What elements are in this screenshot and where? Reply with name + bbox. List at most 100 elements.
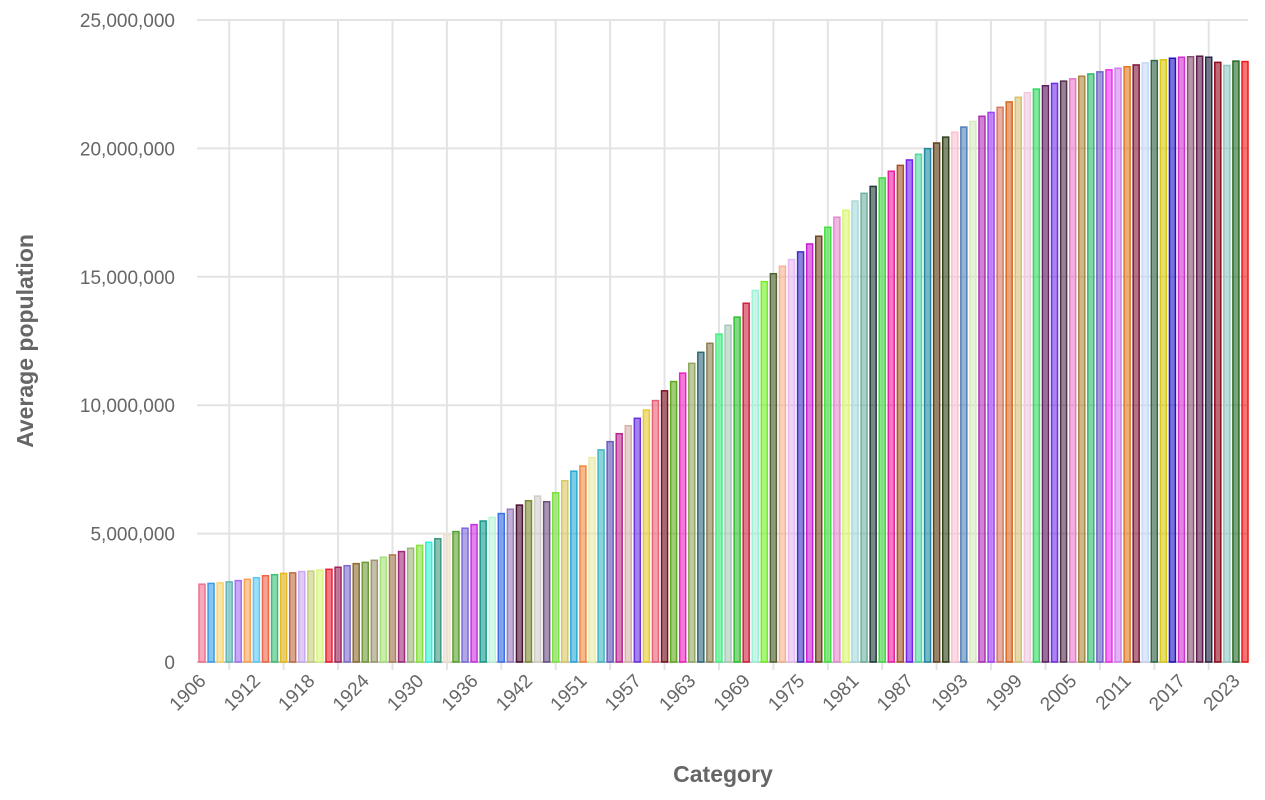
bar-1951	[579, 465, 587, 663]
bar-1990	[932, 142, 941, 663]
bar-1998	[1005, 101, 1013, 663]
bar-2021	[1214, 61, 1222, 663]
bar-1935	[461, 527, 469, 663]
y-tick-label: 5,000,000	[90, 525, 175, 546]
bar-1996	[987, 111, 995, 663]
bar-1920	[325, 568, 333, 663]
bar-1991	[941, 136, 950, 663]
bar-1959	[651, 399, 660, 663]
bar-1923	[352, 562, 360, 663]
bar-2024	[1241, 60, 1249, 663]
bar-1912	[252, 577, 261, 663]
x-tick-label: 1906	[166, 671, 211, 716]
bar-2019	[1195, 55, 1204, 663]
bar-1974	[787, 258, 796, 663]
x-tick-label: 1969	[710, 671, 755, 716]
bar-1972	[769, 272, 778, 663]
bar-1960	[660, 390, 669, 663]
bar-1946	[542, 501, 551, 663]
y-tick-label: 15,000,000	[80, 268, 175, 289]
bar-2006	[1077, 75, 1086, 663]
bar-1994	[969, 120, 977, 663]
bar-2020	[1204, 56, 1213, 663]
bar-1953	[597, 449, 605, 663]
bar-2010	[1114, 67, 1122, 663]
bar-1952	[588, 456, 596, 663]
bar-1922	[343, 564, 351, 663]
x-tick-label: 1924	[329, 670, 374, 715]
bar-2001	[1032, 88, 1041, 663]
x-tick-label: 1936	[438, 671, 483, 716]
bar-1962	[678, 372, 687, 663]
bar-2002	[1041, 84, 1050, 663]
bar-1955	[615, 432, 623, 663]
bar-1976	[805, 243, 814, 663]
bar-1986	[896, 164, 905, 663]
bar-1911	[243, 578, 252, 663]
bar-1975	[796, 251, 805, 663]
bar-1926	[379, 556, 388, 663]
bar-2011	[1123, 65, 1131, 663]
bar-1988	[914, 153, 923, 663]
bar-1958	[642, 409, 651, 663]
bar-1921	[334, 566, 342, 663]
bar-2008	[1096, 71, 1104, 663]
bar-1919	[316, 569, 324, 663]
y-axis-title: Average population	[12, 234, 38, 448]
bar-1983	[869, 185, 877, 663]
bar-1932	[434, 537, 442, 663]
bar-1915	[279, 572, 288, 663]
bar-1940	[506, 508, 515, 663]
bar-1929	[406, 547, 415, 663]
bar-1956	[624, 424, 633, 663]
bar-1989	[923, 147, 932, 663]
bar-1918	[307, 570, 315, 663]
bar-2017	[1177, 56, 1186, 663]
bar-1979	[833, 216, 841, 663]
bar-1961	[669, 380, 678, 663]
x-tick-label: 1993	[928, 671, 973, 716]
x-axis-tick-labels: 1906 1912 1918 1924 1930 1936 1942 1951 1957 1963…	[166, 670, 1245, 715]
bar-1957	[633, 417, 642, 663]
y-tick-label: 0	[164, 653, 175, 674]
x-tick-label: 1975	[764, 671, 809, 716]
x-tick-label: 1918	[275, 671, 320, 716]
bar-1917	[298, 570, 306, 663]
bar-1984	[878, 177, 886, 663]
bar-1931	[424, 541, 433, 663]
bar-1924	[361, 561, 370, 663]
bar-1977	[814, 235, 823, 663]
bar-2007	[1087, 73, 1095, 663]
bar-1969	[742, 302, 750, 663]
bar-1963	[688, 362, 696, 663]
bar-1999	[1014, 96, 1023, 663]
bar-1909	[225, 581, 233, 663]
x-tick-label: 1930	[383, 671, 428, 716]
bar-2016	[1168, 57, 1177, 663]
bar-1948	[561, 479, 569, 663]
y-axis-tick-labels: 0 5,000,000 10,000,000 15,000,000 20,000,000…	[80, 11, 175, 674]
bars	[198, 55, 1249, 663]
bar-1906	[198, 583, 206, 663]
y-tick-label: 25,000,000	[80, 11, 175, 32]
bar-1908	[216, 582, 224, 663]
bar-2000	[1023, 91, 1032, 663]
bar-1978	[824, 226, 832, 663]
x-tick-label: 1981	[819, 671, 864, 716]
x-tick-label: 1999	[982, 671, 1027, 716]
bar-2018	[1186, 55, 1195, 663]
bar-1910	[234, 579, 243, 663]
bar-1927	[388, 554, 397, 663]
bar-1937	[479, 520, 487, 663]
bar-1982	[860, 192, 868, 663]
y-tick-label: 10,000,000	[80, 396, 175, 417]
bar-2005	[1068, 78, 1077, 663]
bar-1936	[470, 523, 478, 663]
bar-1970	[751, 289, 759, 663]
bar-2004	[1059, 80, 1068, 663]
bar-1943	[533, 495, 542, 663]
bar-1985	[887, 170, 896, 663]
bar-1928	[397, 550, 406, 663]
x-tick-label: 1987	[873, 671, 918, 716]
